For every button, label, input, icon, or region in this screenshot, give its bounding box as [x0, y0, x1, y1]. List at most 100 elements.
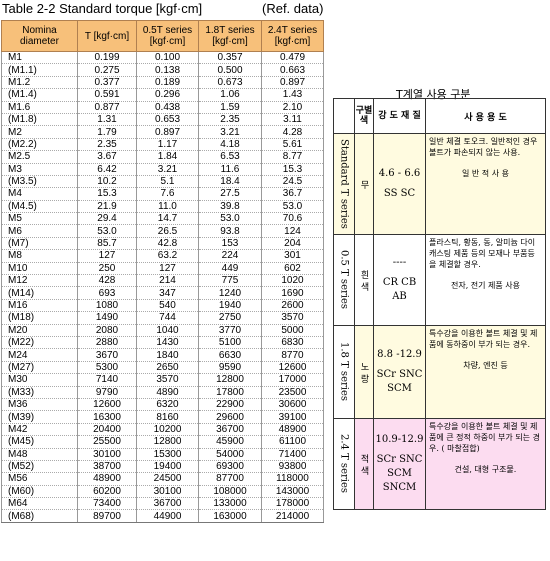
- cell-t: 12600: [77, 398, 137, 412]
- cell-0-5t: 36700: [136, 497, 199, 511]
- grade-materials: SCr SNC SCM SNCM: [376, 454, 423, 493]
- grade-materials: SCr SNC SCM: [376, 369, 423, 394]
- cell-0-5t: 1.84: [136, 150, 199, 164]
- cell-2-4t: 39100: [261, 410, 324, 424]
- series-label: Standard T series: [333, 133, 355, 235]
- cell-t: 7140: [77, 373, 137, 387]
- series-row-standard: Standard T series 무 4.6 - 6.6 SS SC 일반 체…: [333, 133, 546, 235]
- cell-diameter: (M4.5): [1, 200, 78, 214]
- cell-t: 60200: [77, 485, 137, 499]
- series-table-title: T계열 사용 구분: [396, 88, 471, 101]
- cell-1-8t: 224: [198, 249, 262, 263]
- table-row: M2 1.79 0.897 3.21 4.28: [1, 125, 324, 139]
- cell-2-4t: 3.11: [261, 113, 324, 127]
- series-use-cell: 플라스틱, 황동, 동, 알미늄 다이캐스팅 제품 등의 모재나 부품등을 체결…: [425, 234, 546, 326]
- cell-0-5t: 0.138: [136, 63, 199, 77]
- cell-t: 6.42: [77, 163, 137, 176]
- series-color: 적 색: [358, 453, 369, 475]
- grade-materials: CR CB AB: [382, 277, 417, 302]
- use-note: 차량, 엔진 등: [463, 361, 508, 370]
- cell-diameter: M10: [1, 262, 78, 276]
- cell-t: 1.31: [77, 113, 137, 127]
- grade-materials: SS SC: [383, 188, 416, 199]
- cell-1-8t: 133000: [198, 497, 262, 511]
- series-header-row: 구별 색 강 도 재 질 사 용 용 도: [333, 98, 546, 134]
- series-row-1-8t: 1.8 T series 노 랑 8.8 -12.9 SCr SNC SCM 특…: [333, 325, 546, 419]
- cell-2-4t: 24.5: [261, 175, 324, 189]
- cell-0-5t: 0.100: [136, 51, 199, 65]
- series-grade-cell: 10.9-12.9 SCr SNC SCM SNCM: [373, 418, 426, 510]
- cell-0-5t: 214: [136, 274, 199, 288]
- cell-diameter: (M18): [1, 311, 78, 325]
- cell-t: 2080: [77, 324, 137, 338]
- cell-1-8t: 1240: [198, 286, 262, 300]
- cell-t: 250: [77, 262, 137, 276]
- t-series-usage-table: 구별 색 강 도 재 질 사 용 용 도 Standard T series 무…: [333, 98, 546, 510]
- table-row: M5 29.4 14.7 53.0 70.6: [1, 212, 324, 226]
- cell-1-8t: 3770: [198, 324, 262, 338]
- cell-diameter: M2: [1, 125, 78, 139]
- table-row: (M18) 1490 744 2750 3570: [1, 311, 324, 325]
- cell-diameter: (M22): [1, 336, 78, 350]
- cell-1-8t: 12800: [198, 373, 262, 387]
- cell-t: 48900: [77, 472, 137, 486]
- cell-0-5t: 1.17: [136, 138, 199, 152]
- cell-2-4t: 93800: [261, 460, 324, 474]
- cell-0-5t: 3570: [136, 373, 199, 387]
- series-row-2-4t: 2.4 T series 적 색 10.9-12.9 SCr SNC SCM S…: [333, 418, 546, 510]
- use-description: 특수강을 이용한 볼트 체결 및 제품에 동하중이 부가 되는 경우.: [429, 329, 538, 349]
- cell-1-8t: 6630: [198, 348, 262, 362]
- cell-0-5t: 15300: [136, 448, 199, 461]
- cell-2-4t: 143000: [261, 485, 324, 499]
- cell-0-5t: 7.6: [136, 187, 199, 201]
- cell-diameter: M30: [1, 373, 78, 387]
- series-use-cell: 특수강을 이용한 볼트 체결 및 제품에 큰 정적 하중이 부가 되는 경우. …: [425, 418, 546, 510]
- cell-1-8t: 54000: [198, 448, 262, 461]
- table-row: M12 428 214 775 1020: [1, 274, 324, 288]
- cell-t: 89700: [77, 509, 137, 523]
- use-description: 플라스틱, 황동, 동, 알미늄 다이캐스팅 제품 등의 모재나 부품등을 체결…: [429, 238, 536, 269]
- cell-2-4t: 17000: [261, 373, 324, 387]
- cell-0-5t: 11.0: [136, 200, 199, 214]
- cell-2-4t: 15.3: [261, 163, 324, 176]
- cell-1-8t: 87700: [198, 472, 262, 486]
- use-description: 특수강을 이용한 볼트 체결 및 제품에 큰 정적 하중이 부가 되는 경우. …: [429, 422, 540, 453]
- cell-2-4t: 12600: [261, 361, 324, 375]
- cell-diameter: (M1.4): [1, 88, 78, 102]
- cell-diameter: M4: [1, 187, 78, 201]
- series-grade-cell: ---- CR CB AB: [373, 234, 426, 326]
- table-row: M10 250 127 449 602: [1, 262, 324, 276]
- table-row: M1.2 0.377 0.189 0.673 0.897: [1, 76, 324, 90]
- cell-diameter: (M45): [1, 435, 78, 449]
- series-use-cell: 일반 체결 토오크. 일반적인 경우 볼트가 파손되지 않는 사용. 일 반 적…: [425, 133, 546, 235]
- cell-2-4t: 3570: [261, 311, 324, 325]
- table-row: M3 6.42 3.21 11.6 15.3: [1, 163, 324, 176]
- cell-t: 2.35: [77, 138, 137, 152]
- cell-1-8t: 1.06: [198, 88, 262, 102]
- use-note: 건설, 대형 구조물.: [454, 465, 517, 474]
- cell-0-5t: 0.897: [136, 125, 199, 139]
- table-row: M1 0.199 0.100 0.357 0.479: [1, 51, 324, 65]
- cell-diameter: M16: [1, 299, 78, 313]
- table-row: M6 53.0 26.5 93.8 124: [1, 224, 324, 238]
- cell-2-4t: 0.479: [261, 51, 324, 65]
- cell-diameter: (M1.1): [1, 63, 78, 77]
- series-color-cell: 적 색: [354, 418, 374, 510]
- cell-0-5t: 44900: [136, 509, 199, 523]
- cell-t: 3670: [77, 348, 137, 362]
- cell-diameter: M1.6: [1, 101, 78, 114]
- table-row: M24 3670 1840 6630 8770: [1, 348, 324, 362]
- cell-0-5t: 4890: [136, 386, 199, 399]
- cell-2-4t: 71400: [261, 448, 324, 461]
- cell-2-4t: 602: [261, 262, 324, 276]
- cell-diameter: M8: [1, 249, 78, 263]
- cell-1-8t: 153: [198, 237, 262, 251]
- table-row: M42 20400 10200 36700 48900: [1, 423, 324, 437]
- table-row: (M7) 85.7 42.8 153 204: [1, 237, 324, 251]
- cell-2-4t: 0.663: [261, 63, 324, 77]
- use-note: 전자, 전기 제품 사용: [450, 281, 521, 290]
- table-title: Table 2-2 Standard torque [kgf·cm]: [2, 1, 203, 16]
- cell-0-5t: 26.5: [136, 224, 199, 238]
- use-description: 일반 체결 토오크. 일반적인 경우 볼트가 파손되지 않는 사용.: [429, 137, 538, 157]
- cell-1-8t: 17800: [198, 386, 262, 399]
